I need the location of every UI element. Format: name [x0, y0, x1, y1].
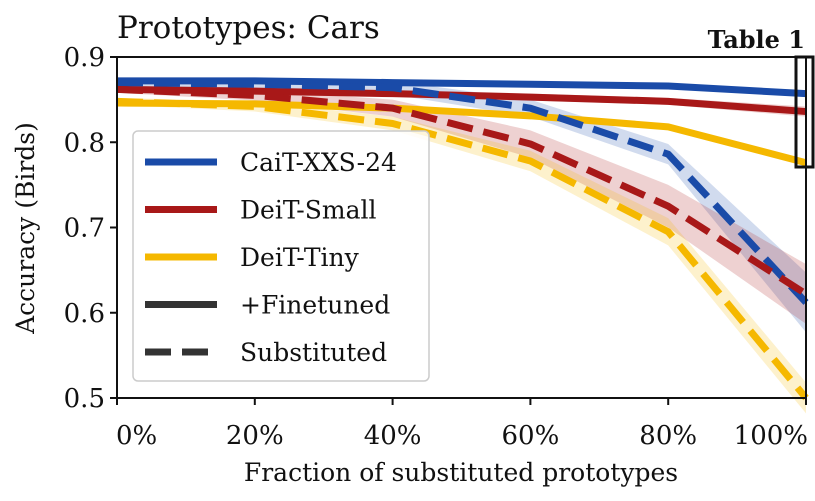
- x-axis-label: Fraction of substituted prototypes: [244, 458, 678, 487]
- deit-small-substituted-line: [116, 85, 808, 297]
- x-tick-label: 100%: [734, 421, 808, 451]
- x-tick-label: 80%: [639, 421, 697, 451]
- x-axis: 0% 20% 40% 60% 80% 100%: [116, 398, 808, 451]
- legend-label: Substituted: [240, 338, 387, 367]
- y-tick-label: 0.5: [64, 384, 105, 414]
- cait-substituted-line: [116, 79, 809, 305]
- y-tick-label: 0.8: [64, 128, 105, 158]
- legend: CaiT-XXS-24 DeiT-Small DeiT-Tiny +Finetuned…: [132, 130, 430, 382]
- legend-label: +Finetuned: [240, 291, 390, 320]
- table-annotation: Table 1: [708, 25, 805, 54]
- chart-title: Prototypes: Cars: [117, 10, 380, 46]
- y-tick-label: 0.6: [64, 299, 105, 329]
- x-tick-label: 0%: [116, 421, 157, 451]
- x-tick-label: 20%: [226, 421, 284, 451]
- legend-label: DeiT-Small: [240, 196, 376, 225]
- y-tick-label: 0.7: [64, 214, 105, 244]
- legend-label: CaiT-XXS-24: [240, 148, 397, 177]
- x-tick-label: 40%: [364, 421, 422, 451]
- y-axis-label: Accuracy (Birds): [11, 122, 40, 335]
- x-tick-label: 60%: [502, 421, 560, 451]
- deit-tiny-substituted-line: [116, 97, 809, 401]
- highlight-box: [794, 55, 815, 169]
- series-lines: [116, 77, 809, 401]
- legend-label: DeiT-Tiny: [240, 243, 360, 272]
- y-axis: 0.5 0.6 0.7 0.8 0.9: [64, 43, 117, 414]
- legend-box: [132, 130, 430, 382]
- y-tick-label: 0.9: [64, 43, 105, 73]
